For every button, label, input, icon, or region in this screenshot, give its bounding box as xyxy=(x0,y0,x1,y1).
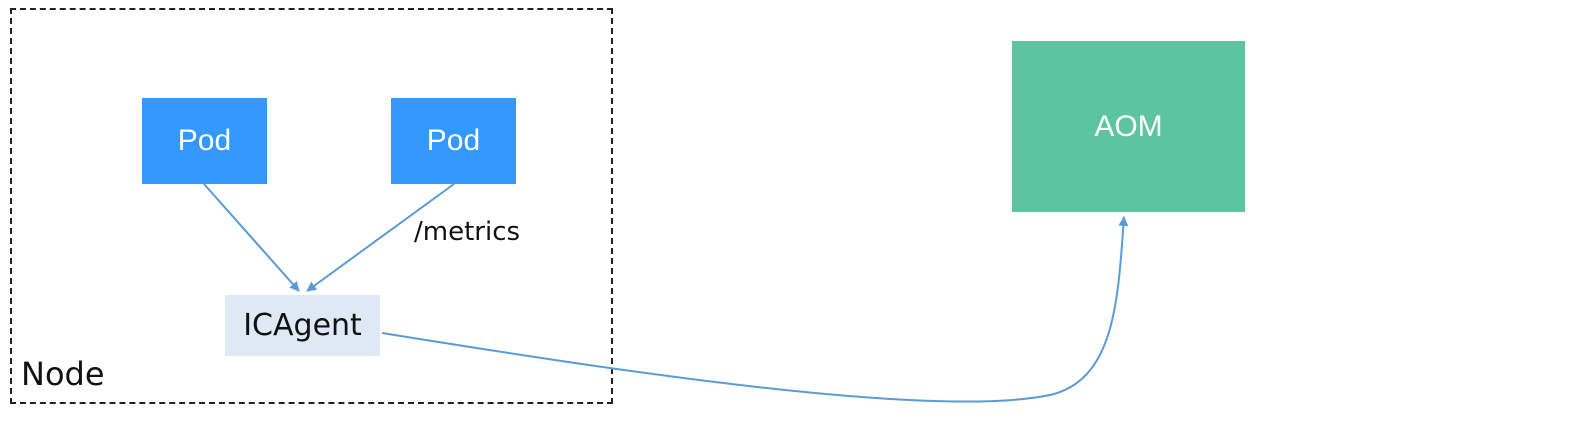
arrow-pod2-to-icagent xyxy=(306,183,455,292)
pod-box-1: Pod xyxy=(142,98,267,184)
icagent-box: ICAgent xyxy=(225,295,380,356)
arrow-icagent-to-aom xyxy=(381,216,1129,403)
node-label: Node xyxy=(21,355,105,393)
pod-box-2: Pod xyxy=(391,98,516,184)
node-boundary xyxy=(10,8,613,404)
aom-box: AOM xyxy=(1012,41,1245,212)
arrow-pod1-to-icagent xyxy=(203,183,300,292)
metrics-edge-label: /metrics xyxy=(414,217,521,247)
